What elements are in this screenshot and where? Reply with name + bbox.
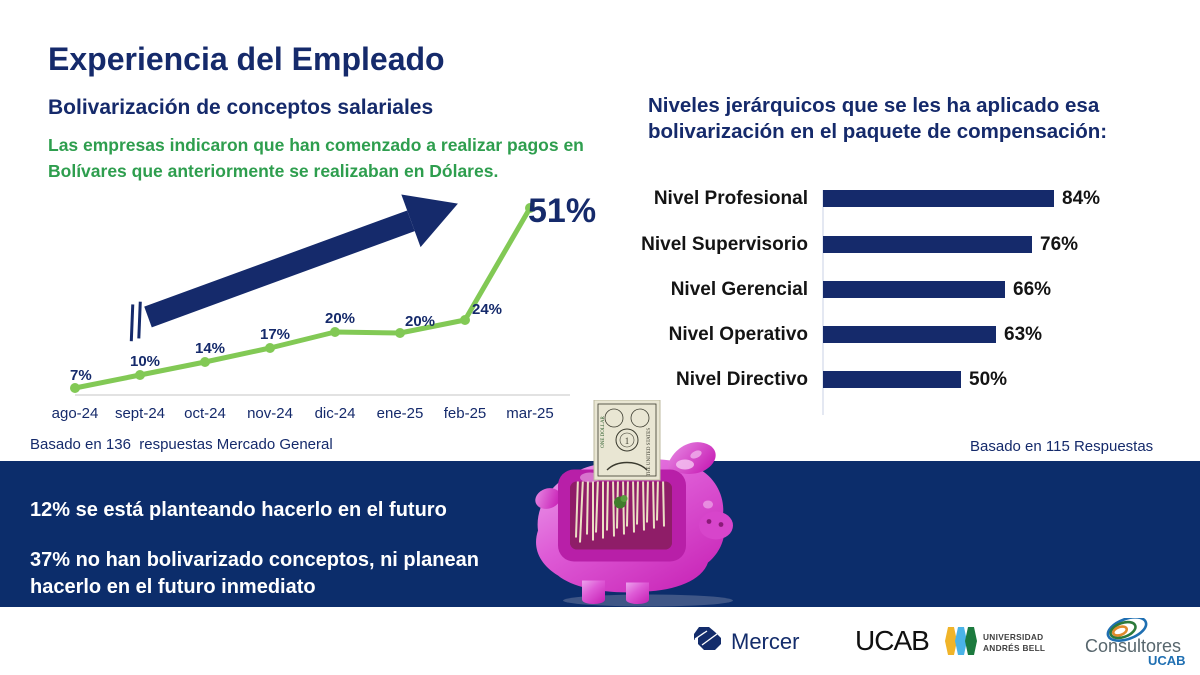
svg-text:UNIVERSIDAD CATÓLICA: UNIVERSIDAD CATÓLICA <box>983 631 1045 642</box>
svg-text:mar-25: mar-25 <box>506 405 554 422</box>
svg-text:ene-25: ene-25 <box>377 405 424 422</box>
svg-text:THE UNITED STATES: THE UNITED STATES <box>647 428 652 476</box>
svg-text:UCAB: UCAB <box>855 625 929 656</box>
svg-text:10%: 10% <box>130 353 160 370</box>
svg-text:sept-24: sept-24 <box>115 405 165 422</box>
svg-text:50%: 50% <box>969 369 1007 390</box>
svg-text:feb-25: feb-25 <box>444 405 487 422</box>
svg-text:51%: 51% <box>528 192 596 230</box>
svg-text:Nivel Operativo: Nivel Operativo <box>669 324 808 345</box>
svg-text:14%: 14% <box>195 340 225 357</box>
svg-text:nov-24: nov-24 <box>247 405 293 422</box>
svg-text:24%: 24% <box>472 301 502 318</box>
svg-text:Nivel Directivo: Nivel Directivo <box>676 369 808 390</box>
svg-text:UCAB: UCAB <box>1148 653 1186 668</box>
svg-text:Nivel Profesional: Nivel Profesional <box>654 188 808 209</box>
svg-text:20%: 20% <box>405 313 435 330</box>
svg-text:ANDRÉS BELLO: ANDRÉS BELLO <box>983 643 1045 653</box>
svg-text:dic-24: dic-24 <box>315 405 356 422</box>
svg-text:Mercer: Mercer <box>731 629 799 654</box>
svg-text:63%: 63% <box>1004 324 1042 345</box>
svg-text:7%: 7% <box>70 367 92 384</box>
svg-text:ago-24: ago-24 <box>52 405 99 422</box>
svg-text:oct-24: oct-24 <box>184 405 226 422</box>
svg-text:Nivel Gerencial: Nivel Gerencial <box>671 279 808 300</box>
svg-text:1: 1 <box>625 436 630 446</box>
svg-text:17%: 17% <box>260 326 290 343</box>
svg-text:84%: 84% <box>1062 188 1100 209</box>
svg-text:ONE DOLLAR: ONE DOLLAR <box>601 415 606 447</box>
svg-text:66%: 66% <box>1013 279 1051 300</box>
svg-text:20%: 20% <box>325 310 355 327</box>
svg-text:76%: 76% <box>1040 234 1078 255</box>
svg-text:Nivel Supervisorio: Nivel Supervisorio <box>641 234 808 255</box>
